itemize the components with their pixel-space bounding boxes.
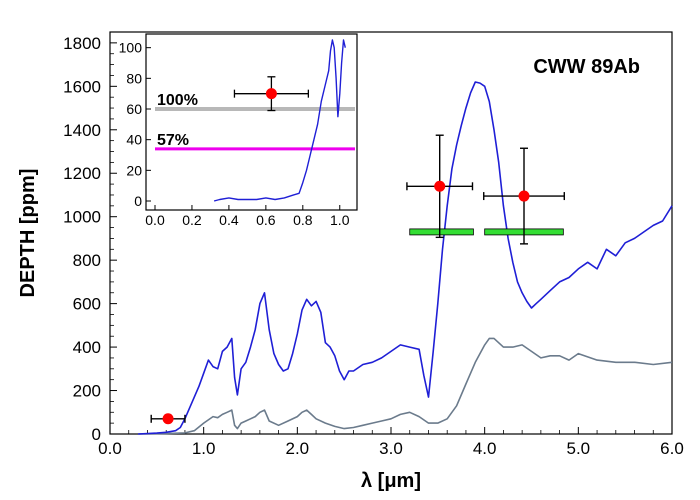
inset-x-tick-label: 0.4 <box>219 212 239 228</box>
x-tick-label: 5.0 <box>567 439 591 458</box>
x-axis-title: λ [μm] <box>361 470 421 492</box>
inset-point-layer <box>233 76 310 112</box>
main-axis-ticks: 0.0 1.0 2.0 3.0 4.0 5.0 6.00200400600800100012… <box>63 34 684 458</box>
x-tick-label: 3.0 <box>379 439 403 458</box>
data-point <box>518 190 530 202</box>
inset-y-tick-label: 0 <box>134 193 142 209</box>
x-tick-label: 4.0 <box>473 439 497 458</box>
y-tick-label: 400 <box>73 338 101 357</box>
inset-axis-ticks: 0.0 0.2 0.4 0.6 0.8 1.0 0 20 40 60 80 100 <box>119 40 350 228</box>
y-tick-label: 600 <box>73 295 101 314</box>
inset-frame <box>145 33 358 211</box>
inset-data-point <box>265 88 277 100</box>
inset-spectrum-line <box>213 39 346 202</box>
inset-y-tick-label: 20 <box>126 162 142 178</box>
main-bands-layer <box>409 228 564 236</box>
inset-y-tick-label: 40 <box>126 132 142 148</box>
inset-series-layer <box>213 39 346 202</box>
inset-y-tick-label: 60 <box>126 101 142 117</box>
inset-x-tick-label: 0.2 <box>182 212 202 228</box>
inset-label-100: 100% <box>157 92 198 109</box>
band-bar <box>409 228 474 236</box>
y-tick-label: 1400 <box>63 121 101 140</box>
y-tick-label: 1600 <box>63 77 101 96</box>
inset-x-tick-label: 0.6 <box>256 212 276 228</box>
chart-title: CWW 89Ab <box>533 56 640 78</box>
main-series-layer <box>138 81 673 435</box>
y-axis-title: DEPTH [ppm] <box>17 169 39 298</box>
data-point <box>434 180 446 192</box>
inset-label-57: 57% <box>157 132 189 149</box>
x-tick-label: 1.0 <box>192 439 216 458</box>
y-tick-label: 0 <box>92 425 101 444</box>
inset-x-tick-label: 0.8 <box>293 212 313 228</box>
data-point <box>162 413 174 425</box>
inset-chart: 0.0 0.2 0.4 0.6 0.8 1.0 0 20 40 60 80 100 100% 57% <box>119 33 358 228</box>
x-tick-label: 6.0 <box>660 439 684 458</box>
inset-y-tick-label: 80 <box>126 70 142 86</box>
gray-spectrum-line <box>138 337 673 435</box>
inset-x-tick-label: 1.0 <box>330 212 350 228</box>
main-points-layer <box>150 134 565 425</box>
y-tick-label: 1200 <box>63 164 101 183</box>
inset-x-tick-label: 0.0 <box>145 212 165 228</box>
x-tick-label: 0.0 <box>98 439 122 458</box>
x-tick-label: 2.0 <box>286 439 310 458</box>
y-tick-label: 1000 <box>63 208 101 227</box>
y-tick-label: 200 <box>73 382 101 401</box>
y-tick-label: 800 <box>73 251 101 270</box>
y-tick-label: 1800 <box>63 34 101 53</box>
blue-spectrum-line <box>138 81 673 435</box>
inset-y-tick-label: 100 <box>119 40 143 56</box>
